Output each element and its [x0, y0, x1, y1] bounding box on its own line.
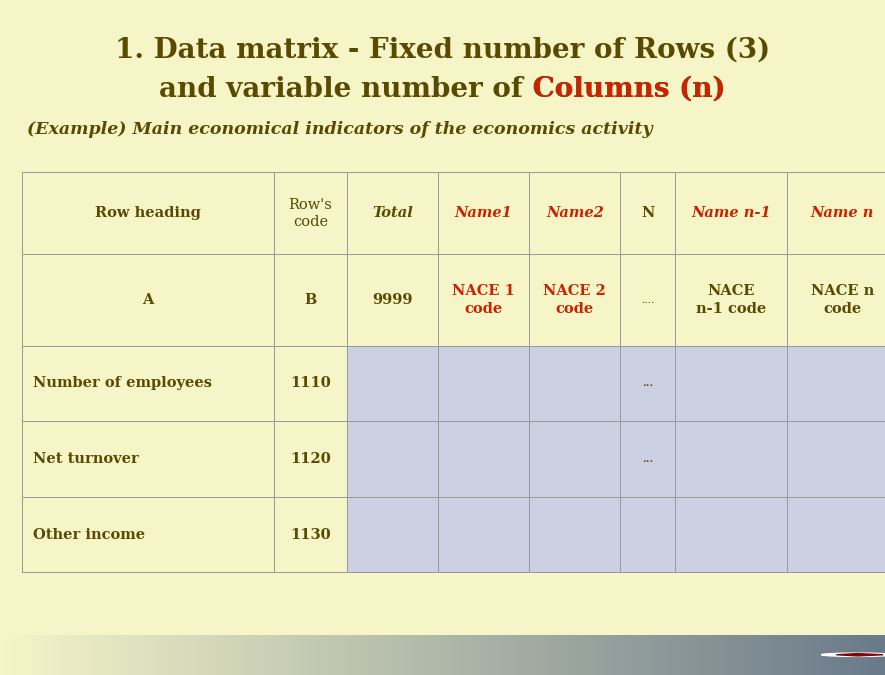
Text: 9999: 9999: [373, 293, 412, 307]
Text: NACE
n-1 code: NACE n-1 code: [696, 284, 766, 316]
Text: NACE n
code: NACE n code: [811, 284, 874, 316]
Text: and variable number of: and variable number of: [0, 674, 1, 675]
Text: Columns (n): Columns (n): [533, 76, 726, 103]
Bar: [22, 497, 274, 572]
Text: Row heading: Row heading: [96, 207, 201, 220]
Bar: [22, 254, 274, 346]
Text: Name n: Name n: [811, 207, 874, 220]
Text: B: B: [304, 293, 317, 307]
Bar: [787, 421, 885, 497]
Bar: [529, 497, 620, 572]
Bar: [787, 346, 885, 421]
Text: Name n-1: Name n-1: [691, 207, 771, 220]
Text: Total: Total: [372, 207, 413, 220]
Bar: [347, 172, 438, 254]
Bar: [620, 497, 675, 572]
Bar: [787, 254, 885, 346]
Bar: [347, 254, 438, 346]
Bar: [620, 421, 675, 497]
Polygon shape: [836, 653, 883, 656]
Bar: [787, 172, 885, 254]
Bar: [274, 172, 347, 254]
Bar: [274, 421, 347, 497]
Bar: [438, 346, 529, 421]
Text: NACE 2
code: NACE 2 code: [543, 284, 606, 316]
Text: Net turnover: Net turnover: [33, 452, 138, 466]
Bar: [347, 421, 438, 497]
Text: Row's
code: Row's code: [289, 198, 333, 229]
Text: (Example) Main economical indicators of the economics activity: (Example) Main economical indicators of …: [27, 121, 652, 138]
Bar: [22, 346, 274, 421]
Text: NACE 1
code: NACE 1 code: [452, 284, 515, 316]
Bar: [438, 497, 529, 572]
Bar: [529, 346, 620, 421]
Bar: [22, 421, 274, 497]
Bar: [787, 497, 885, 572]
Bar: [675, 172, 787, 254]
Bar: [675, 254, 787, 346]
Bar: [529, 254, 620, 346]
Bar: [620, 254, 675, 346]
Bar: [529, 172, 620, 254]
Text: Name2: Name2: [546, 207, 604, 220]
Bar: [529, 421, 620, 497]
Text: 1130: 1130: [290, 528, 331, 541]
Text: N: N: [641, 207, 655, 220]
Text: ....: ....: [641, 296, 655, 304]
Bar: [675, 421, 787, 497]
Bar: [620, 172, 675, 254]
Bar: [675, 497, 787, 572]
Bar: [274, 346, 347, 421]
Text: ...: ...: [643, 379, 653, 388]
Text: ...: ...: [643, 454, 653, 464]
Text: 1110: 1110: [290, 377, 331, 390]
Text: Number of employees: Number of employees: [33, 377, 212, 390]
Text: and variable number of Columns (n): and variable number of Columns (n): [159, 76, 726, 103]
Bar: [438, 254, 529, 346]
Bar: [274, 497, 347, 572]
Bar: [438, 172, 529, 254]
Text: A: A: [142, 293, 154, 307]
Text: 1120: 1120: [290, 452, 331, 466]
Bar: [347, 346, 438, 421]
Bar: [274, 254, 347, 346]
Text: 1. Data matrix - Fixed number of Rows (3): 1. Data matrix - Fixed number of Rows (3…: [115, 37, 770, 64]
Bar: [347, 497, 438, 572]
Text: Other income: Other income: [33, 528, 145, 541]
Bar: [438, 421, 529, 497]
Bar: [675, 346, 787, 421]
Bar: [620, 346, 675, 421]
Text: Name1: Name1: [455, 207, 512, 220]
Bar: [22, 172, 274, 254]
Circle shape: [821, 653, 885, 656]
